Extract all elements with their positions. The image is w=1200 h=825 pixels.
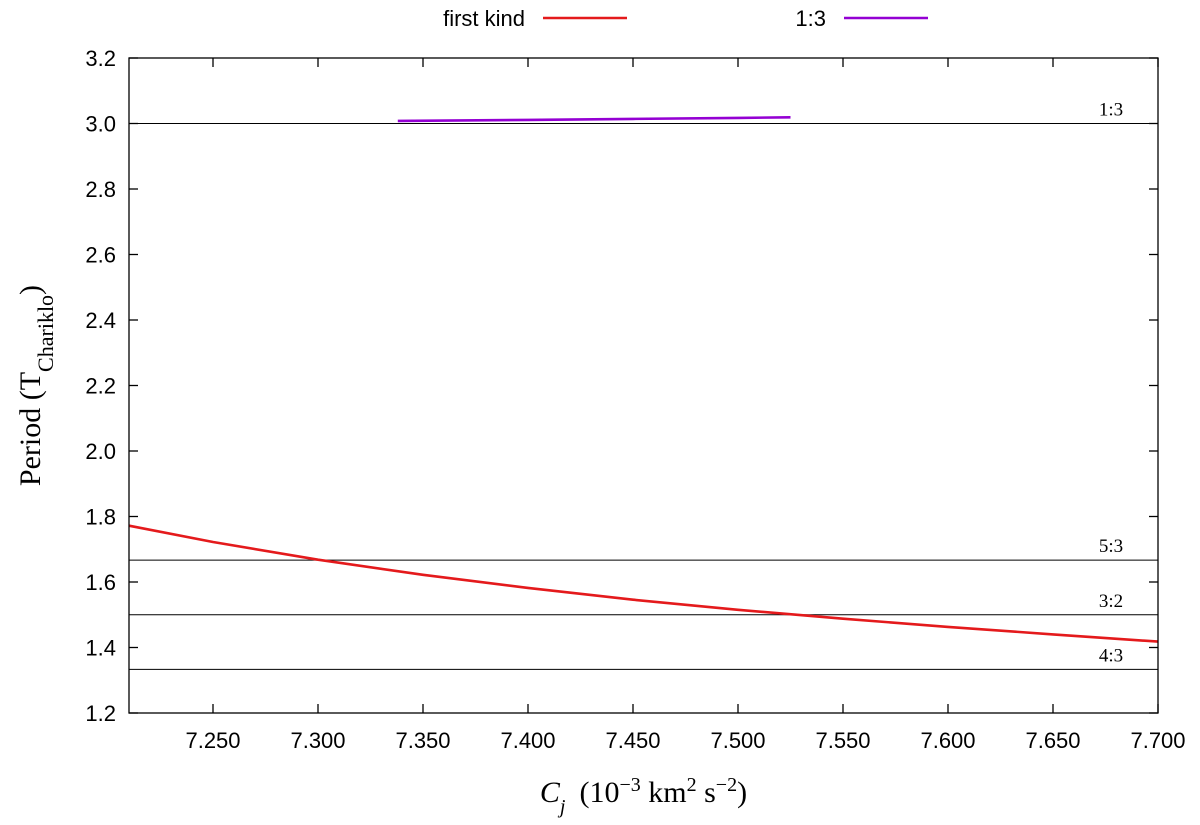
y-tick-label: 1.8 xyxy=(85,505,116,530)
y-tick-label: 2.4 xyxy=(85,308,116,333)
x-tick-label: 7.500 xyxy=(710,728,765,753)
y-tick-label: 2.2 xyxy=(85,374,116,399)
y-tick-label: 2.0 xyxy=(85,439,116,464)
legend: first kind 1:3 xyxy=(443,6,928,31)
reference-line-label: 4:3 xyxy=(1099,645,1123,666)
x-tick-label: 7.650 xyxy=(1025,728,1080,753)
reference-line-label: 5:3 xyxy=(1099,536,1123,557)
y-tick-label: 1.2 xyxy=(85,701,116,726)
legend-label: 1:3 xyxy=(795,6,826,31)
x-axis-title: Cj (10−3 km2 s−2) xyxy=(540,774,747,818)
x-tick-label: 7.300 xyxy=(290,728,345,753)
y-tick-label: 2.8 xyxy=(85,177,116,202)
data-series xyxy=(128,116,1159,643)
x-tick-label: 7.400 xyxy=(500,728,555,753)
reference-lines: 1:3 5:3 3:2 4:3 xyxy=(129,100,1158,670)
axis-ticks: 1.2 1.4 1.6 1.8 2.0 2.2 2.4 2.6 2.8 3.0 3.2 7.250 7.… xyxy=(85,46,1185,753)
x-tick-label: 7.250 xyxy=(185,728,240,753)
series-line-first-kind xyxy=(128,524,1159,643)
y-tick-label: 2.6 xyxy=(85,243,116,268)
y-tick-label: 3.2 xyxy=(85,46,116,71)
y-axis-title: Period (TChariklo) xyxy=(14,285,58,486)
x-tick-label: 7.450 xyxy=(605,728,660,753)
x-tick-label: 7.700 xyxy=(1130,728,1185,753)
legend-label: first kind xyxy=(443,6,525,31)
y-tick-label: 1.6 xyxy=(85,570,116,595)
reference-line-label: 3:2 xyxy=(1099,591,1123,612)
x-tick-label: 7.350 xyxy=(395,728,450,753)
reference-line-label: 1:3 xyxy=(1099,100,1123,121)
y-tick-label: 1.4 xyxy=(85,636,116,661)
series-line-one-three xyxy=(397,116,791,123)
x-tick-label: 7.600 xyxy=(920,728,975,753)
x-tick-label: 7.550 xyxy=(815,728,870,753)
y-tick-label: 3.0 xyxy=(85,112,116,137)
